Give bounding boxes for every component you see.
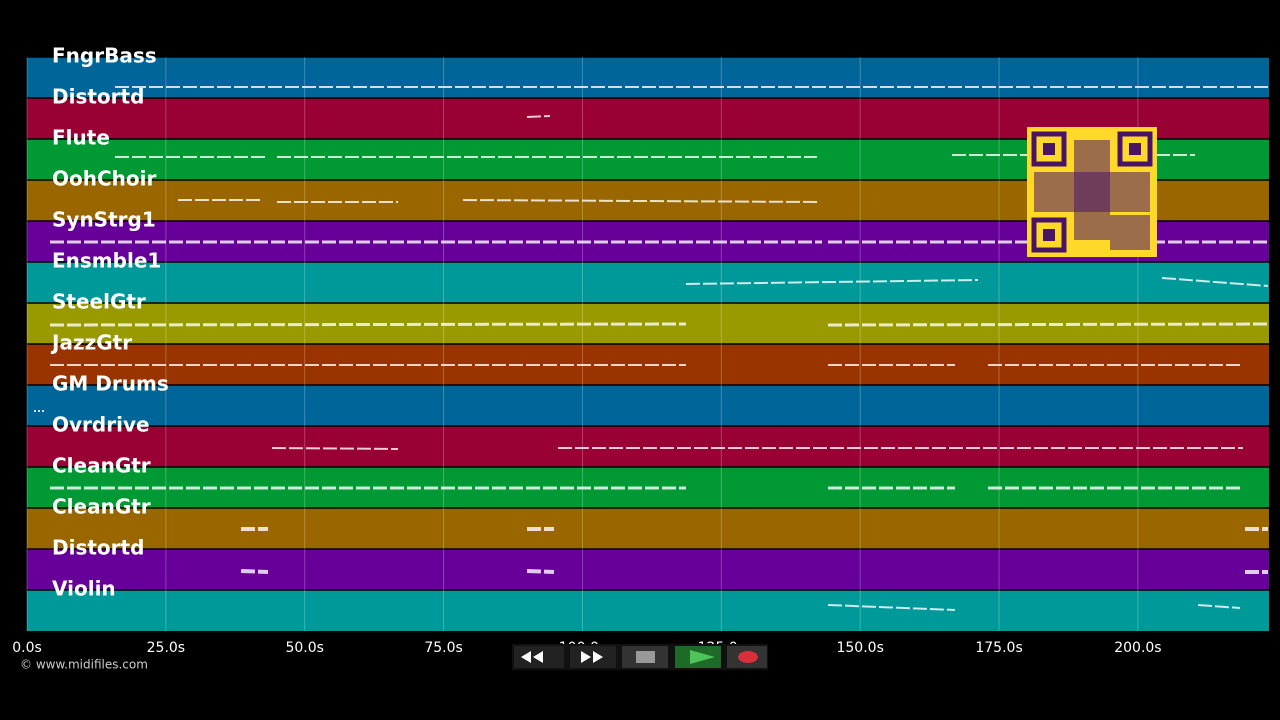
- qr-dot: [1043, 143, 1055, 155]
- track-band: [27, 385, 1269, 426]
- note: [827, 604, 956, 611]
- note: [1197, 604, 1241, 609]
- note: [685, 279, 979, 285]
- stop-button[interactable]: [622, 646, 668, 668]
- record-icon: [738, 651, 758, 663]
- tick-label: 150.0s: [836, 640, 883, 656]
- qr-finder: [1117, 131, 1153, 167]
- track-label: Distortd: [52, 536, 144, 560]
- stop-icon: [636, 651, 655, 663]
- note: [49, 322, 687, 327]
- track-label: CleanGtr: [52, 495, 151, 519]
- note: [1161, 277, 1269, 287]
- qr-dot: [1129, 143, 1141, 155]
- forward-button[interactable]: [570, 646, 616, 668]
- track-band: [27, 590, 1269, 631]
- track-label: Violin: [52, 577, 116, 601]
- notes: [34, 86, 1269, 611]
- transport-controls: [512, 644, 768, 670]
- qr-dot: [1043, 229, 1055, 241]
- tick-label: 175.0s: [975, 640, 1022, 656]
- track-label: SynStrg1: [52, 208, 156, 232]
- grid: [26, 57, 1139, 631]
- track-label: Flute: [52, 126, 110, 150]
- track-labels: FngrBass Distortd Flute OohChoir SynStrg1 Ens…: [50, 44, 169, 601]
- track-band: [27, 57, 1269, 98]
- qr-finder: [1031, 131, 1067, 167]
- tick-label: 50.0s: [285, 640, 323, 656]
- tick-label: 0.0s: [12, 640, 42, 656]
- play-button[interactable]: [675, 646, 721, 668]
- note: [462, 199, 818, 203]
- qr-finder: [1031, 217, 1067, 253]
- tick-label: 75.0s: [424, 640, 462, 656]
- track-label: SteelGtr: [52, 290, 146, 314]
- forward-icon: [581, 651, 603, 663]
- track-label: Ovrdrive: [52, 413, 150, 437]
- track-band: [27, 426, 1269, 467]
- track-label: OohChoir: [52, 167, 156, 191]
- note: [271, 447, 399, 450]
- play-icon: [690, 650, 715, 664]
- note: [526, 115, 551, 118]
- footer: © www.midifiles.com: [20, 658, 148, 672]
- track-band: [27, 508, 1269, 549]
- qr-modules: [1110, 215, 1150, 250]
- time-axis: 0.0s25.0s50.0s75.0s100.0s125.0s150.0s175…: [12, 640, 1161, 656]
- rewind-button[interactable]: [514, 646, 564, 668]
- tick-label: 25.0s: [147, 640, 185, 656]
- track-label: Ensmble1: [52, 249, 161, 273]
- track-label: FngrBass: [52, 44, 157, 68]
- track-band: [27, 262, 1269, 303]
- track-label: CleanGtr: [52, 454, 151, 478]
- rewind-icon: [521, 651, 543, 663]
- note: [526, 569, 555, 574]
- note: [827, 322, 1269, 327]
- track-label: Distortd: [52, 85, 144, 109]
- qr-modules: [1034, 172, 1150, 212]
- tick-label: 200.0s: [1114, 640, 1161, 656]
- track-band: [27, 549, 1269, 590]
- record-button[interactable]: [727, 646, 767, 668]
- track-label: GM Drums: [52, 372, 169, 396]
- note: [240, 569, 269, 574]
- qr-code: [1027, 127, 1157, 257]
- track-label: JazzGtr: [50, 331, 132, 355]
